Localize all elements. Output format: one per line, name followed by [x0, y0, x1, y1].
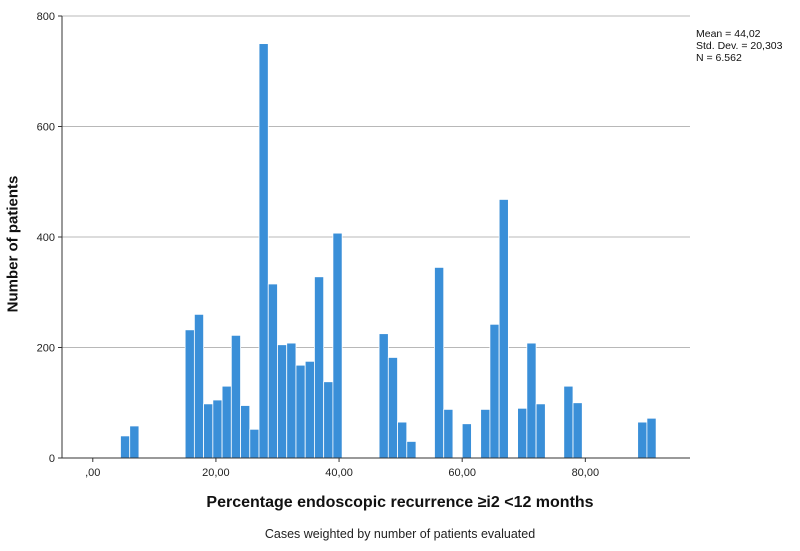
y-tick-label: 400 — [37, 232, 55, 244]
histogram-bar — [489, 323, 500, 459]
y-tick-label: 200 — [37, 343, 55, 355]
histogram-bar — [258, 43, 269, 459]
histogram-bar — [387, 357, 398, 459]
y-axis-label: Number of patients — [4, 175, 22, 313]
histogram-bar — [249, 428, 260, 459]
histogram-bar — [323, 381, 334, 459]
histogram-bar — [526, 342, 537, 459]
y-tick-label: 0 — [49, 453, 55, 465]
histogram-bar — [184, 329, 195, 459]
x-tick-label: 20,00 — [202, 467, 230, 479]
histogram-bar — [637, 421, 648, 459]
histogram-bar — [498, 199, 509, 459]
histogram-bar — [193, 313, 205, 459]
histogram-bar — [378, 333, 389, 459]
histogram-bar — [267, 283, 278, 459]
histogram-bar — [286, 342, 297, 459]
statistics-box: Mean = 44,02 Std. Dev. = 20,303 N = 6.56… — [696, 28, 783, 64]
n-stat: N = 6.562 — [696, 52, 742, 64]
histogram-bar — [443, 408, 454, 459]
histogram-bar — [517, 407, 528, 459]
y-tick-label: 800 — [37, 11, 55, 23]
histogram-bar — [397, 421, 408, 459]
histogram-bar — [646, 417, 657, 459]
histogram-bar — [120, 435, 131, 459]
x-tick-label: ,00 — [85, 467, 100, 479]
y-tick-label: 600 — [37, 122, 55, 134]
histogram-bars — [120, 43, 657, 459]
histogram-bar — [240, 405, 251, 459]
histogram-bar — [535, 403, 546, 459]
histogram-bar — [563, 385, 574, 459]
x-tick-label: 60,00 — [448, 467, 476, 479]
histogram-bar — [295, 364, 306, 459]
mean-stat: Mean = 44,02 — [696, 28, 761, 40]
histogram-bar — [406, 441, 417, 459]
histogram-bar — [304, 360, 315, 459]
axes — [58, 15, 690, 462]
histogram-bar — [221, 385, 232, 459]
histogram-bar — [332, 232, 343, 459]
x-tick-label: 40,00 — [325, 467, 353, 479]
histogram-bar — [203, 403, 214, 459]
histogram-bar — [277, 344, 288, 459]
x-axis-label: Percentage endoscopic recurrence ≥i2 <12… — [206, 494, 594, 511]
tick-labels: 0 200 400 600 800 ,00 20,00 40,00 60,00 80,00 — [37, 11, 599, 479]
histogram-bar — [129, 425, 140, 459]
histogram-bar — [572, 402, 583, 459]
histogram-bar — [480, 408, 491, 459]
histogram-bar — [230, 334, 241, 459]
histogram-bar — [434, 266, 445, 459]
std-dev-stat: Std. Dev. = 20,303 — [696, 40, 783, 52]
weighting-footnote: Cases weighted by number of patients eva… — [264, 527, 536, 541]
x-tick-label: 80,00 — [572, 467, 600, 479]
histogram-bar — [461, 423, 472, 459]
histogram-bar — [314, 276, 325, 459]
grid-lines — [62, 15, 690, 348]
histogram-bar — [212, 399, 223, 459]
